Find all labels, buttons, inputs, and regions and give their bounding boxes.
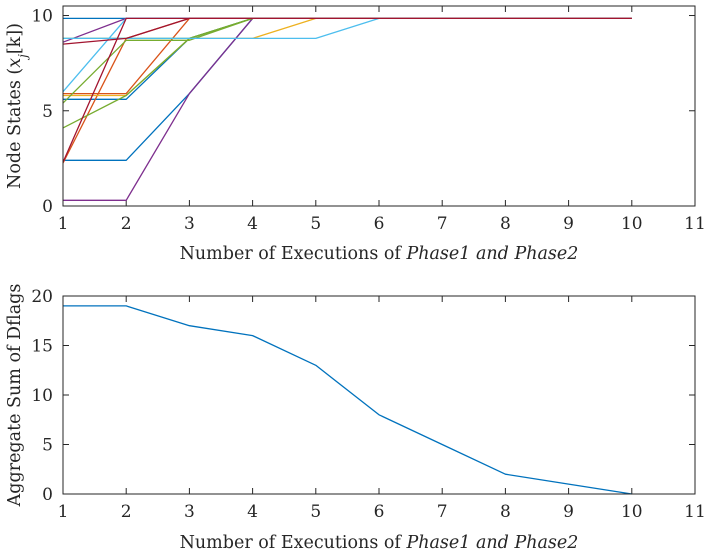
x-tick-label: 7 bbox=[437, 502, 448, 522]
x-axis-label: Number of Executions of Phase1 and Phase… bbox=[180, 533, 579, 551]
x-tick-label: 2 bbox=[121, 502, 132, 522]
y-tick-label: 0 bbox=[42, 197, 53, 217]
series-lines bbox=[62, 17, 632, 201]
x-tick-label: 8 bbox=[500, 502, 511, 522]
dflags-sum-plot: 0 5 10 15 20 1 2 3 4 5 6 7 8 9 10 11 Number of Executi… bbox=[5, 284, 705, 551]
x-tick-label: 10 bbox=[621, 214, 643, 234]
series-line-5 bbox=[63, 17, 632, 95]
x-tick-label: 6 bbox=[374, 502, 385, 522]
series-line-15 bbox=[62, 17, 632, 45]
y-tick-labels: 0 5 10 15 20 bbox=[31, 287, 695, 505]
y-tick-label: 10 bbox=[31, 7, 53, 27]
x-tick-label: 3 bbox=[184, 502, 195, 522]
axes-frame bbox=[62, 295, 696, 495]
x-tick-label: 3 bbox=[184, 214, 195, 234]
x-axis-label: Number of Executions of Phase1 and Phase… bbox=[180, 244, 579, 264]
series-lines bbox=[63, 305, 632, 495]
x-tick-label: 10 bbox=[621, 502, 643, 522]
y-tick-labels: 0 5 10 bbox=[31, 7, 695, 217]
node-states-plot: 0 5 10 1 2 3 4 5 6 7 8 9 10 11 Number of Executions … bbox=[5, 5, 705, 264]
x-tick-label: 8 bbox=[500, 214, 511, 234]
x-tick-label: 5 bbox=[310, 502, 321, 522]
x-tick-label: 11 bbox=[684, 214, 705, 234]
y-tick-label: 0 bbox=[42, 485, 53, 505]
y-axis-label: Aggregate Sum of Dflags bbox=[5, 284, 25, 508]
x-tick-label: 9 bbox=[563, 502, 574, 522]
x-tick-label: 7 bbox=[437, 214, 448, 234]
y-axis-label: Node States (xj[k]) bbox=[5, 23, 30, 189]
x-tick-label: 11 bbox=[684, 502, 705, 522]
y-tick-label: 10 bbox=[31, 386, 53, 406]
series-line-9 bbox=[62, 17, 632, 129]
x-tick-label: 6 bbox=[374, 214, 385, 234]
x-tick-labels: 1 2 3 4 5 6 7 8 9 10 11 bbox=[58, 296, 705, 522]
x-tick-label: 5 bbox=[310, 214, 321, 234]
y-tick-label: 5 bbox=[42, 436, 53, 456]
series-line-13 bbox=[63, 17, 632, 40]
y-tick-label: 20 bbox=[31, 287, 53, 307]
x-tick-label: 2 bbox=[121, 214, 132, 234]
x-tick-label: 4 bbox=[247, 502, 258, 522]
series-line-6 bbox=[63, 17, 632, 97]
x-tick-label: 1 bbox=[58, 214, 69, 234]
x-tick-label: 4 bbox=[247, 214, 258, 234]
y-tick-label: 5 bbox=[42, 102, 53, 122]
series-line-7 bbox=[63, 17, 632, 201]
x-tick-label: 9 bbox=[563, 214, 574, 234]
series-line-1 bbox=[63, 305, 632, 495]
y-tick-label: 15 bbox=[31, 337, 53, 357]
series-line-12 bbox=[62, 17, 632, 93]
x-tick-label: 1 bbox=[58, 502, 69, 522]
axes-frame bbox=[62, 5, 696, 207]
x-tick-labels: 1 2 3 4 5 6 7 8 9 10 11 bbox=[58, 6, 705, 234]
series-line-2 bbox=[63, 17, 632, 100]
